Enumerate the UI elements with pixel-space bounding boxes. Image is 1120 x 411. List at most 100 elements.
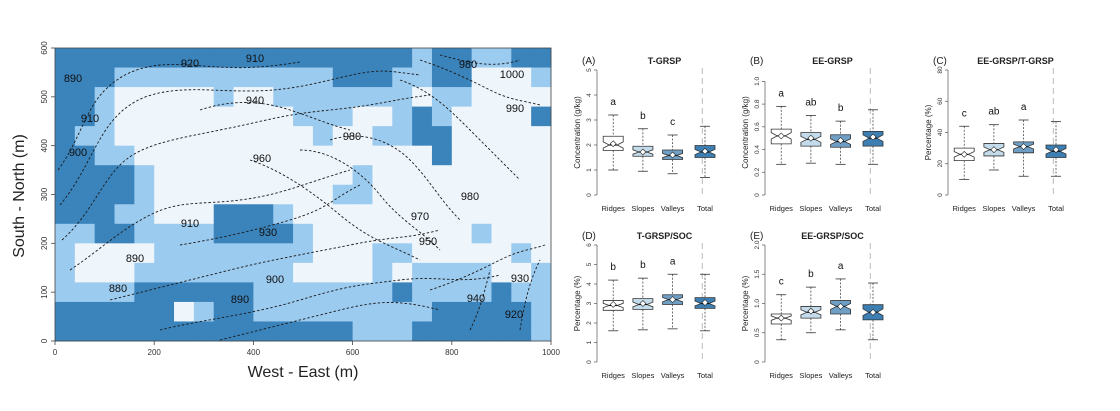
- landform-cell: [213, 165, 234, 186]
- significance-letter: b: [640, 111, 646, 122]
- y-tick-label: 2: [586, 321, 593, 325]
- landform-cell: [213, 87, 234, 107]
- landform-cell: [392, 106, 413, 127]
- landform-cell: [372, 204, 393, 225]
- landform-cell: [94, 282, 115, 303]
- landform-cell: [352, 145, 373, 166]
- mean-marker: [869, 308, 877, 316]
- category-label: Valleys: [661, 204, 685, 213]
- landform-cell: [174, 301, 195, 322]
- landform-cell: [213, 145, 234, 166]
- landform-cell: [213, 67, 234, 88]
- contour-label: 990: [506, 103, 524, 115]
- landform-cell: [451, 262, 473, 283]
- landform-cell: [134, 301, 155, 322]
- landform-cell: [55, 106, 76, 127]
- landform-cell: [352, 262, 373, 283]
- contour-label: 980: [461, 191, 479, 203]
- landform-cell: [174, 48, 195, 68]
- map-y-tick-label: 600: [40, 41, 49, 55]
- map-y-tick-label: 0: [40, 338, 49, 343]
- landform-cell: [213, 48, 234, 68]
- landform-cell: [193, 87, 215, 107]
- category-label: Ridges: [602, 204, 626, 213]
- landform-cell: [332, 321, 353, 342]
- landform-cell: [491, 301, 512, 322]
- mean-marker: [669, 151, 677, 159]
- landform-cell: [511, 243, 532, 264]
- y-tick-label: 1.5: [754, 269, 761, 278]
- landform-map: 9109208909801000910940990900980960980970…: [11, 41, 560, 381]
- landform-cell: [114, 204, 135, 225]
- landform-cell: [471, 126, 492, 147]
- landform-cell: [94, 301, 115, 322]
- y-tick-label: 0.6: [754, 122, 761, 131]
- landform-cell: [114, 126, 135, 147]
- landform-cell: [392, 243, 413, 264]
- landform-cell: [471, 301, 492, 322]
- contour-line: [199, 102, 351, 131]
- landform-cell: [372, 165, 393, 186]
- landform-cell: [273, 204, 294, 225]
- landform-cell: [392, 223, 413, 244]
- landform-cell: [193, 282, 215, 303]
- landform-cell: [273, 223, 294, 244]
- y-tick-label: 80: [937, 66, 944, 74]
- landform-cell: [273, 184, 294, 205]
- category-label: Slopes: [799, 371, 822, 380]
- landform-cell: [213, 223, 234, 244]
- landform-cell: [412, 321, 433, 342]
- box-slopes: ab Slopes: [982, 107, 1005, 213]
- landform-cell: [293, 204, 314, 225]
- category-label: Slopes: [982, 204, 1005, 213]
- landform-cell: [174, 67, 195, 88]
- significance-letter: c: [779, 277, 784, 288]
- landform-cell: [154, 165, 175, 186]
- landform-cell: [332, 126, 353, 147]
- map-x-tick-label: 600: [346, 348, 360, 357]
- landform-cell: [332, 204, 353, 225]
- landform-cell: [511, 262, 532, 283]
- contour-label: 940: [467, 293, 485, 305]
- landform-cell: [332, 67, 353, 88]
- landform-cell: [293, 126, 314, 147]
- landform-cell: [74, 321, 96, 342]
- landform-cell: [352, 282, 373, 303]
- map-axes: 0 200 400 600 800 1000 0 100 200 300 400 500 600: [40, 41, 560, 357]
- landform-cell: [372, 126, 393, 147]
- landform-cell: [55, 262, 76, 283]
- contour-line: [249, 159, 421, 261]
- landform-cell: [491, 243, 512, 264]
- mean-marker: [701, 147, 709, 155]
- landform-cell: [412, 126, 433, 147]
- y-tick-label: 0: [937, 193, 944, 197]
- landform-cell: [94, 262, 115, 283]
- landform-cell: [431, 48, 453, 68]
- landform-cell: [312, 106, 334, 127]
- panel-title: EE-GRSP/SOC: [801, 231, 864, 241]
- y-tick-label: 0: [586, 360, 593, 364]
- landform-cell: [253, 223, 274, 244]
- y-tick-label: 1: [586, 168, 593, 172]
- mean-marker: [777, 132, 785, 140]
- landform-cell: [412, 106, 433, 127]
- panel-tag: (A): [582, 56, 595, 67]
- box-valleys: c Valleys: [661, 117, 685, 213]
- landform-cell: [431, 67, 453, 88]
- mean-marker: [960, 150, 968, 158]
- landform-cell: [174, 184, 195, 205]
- landform-cell: [293, 301, 314, 322]
- landform-cell: [352, 301, 373, 322]
- significance-letter: b: [838, 103, 844, 114]
- y-tick-label: 5: [586, 68, 593, 72]
- landform-cell: [213, 106, 234, 127]
- landform-cell: [392, 262, 413, 283]
- landform-cell: [431, 106, 453, 127]
- landform-cell: [134, 204, 155, 225]
- contour-label: 890: [231, 294, 249, 306]
- landform-cell: [233, 321, 254, 342]
- landform-cell: [392, 145, 413, 166]
- landform-cell: [134, 262, 155, 283]
- landform-cell: [431, 126, 453, 147]
- landform-cell: [431, 184, 453, 205]
